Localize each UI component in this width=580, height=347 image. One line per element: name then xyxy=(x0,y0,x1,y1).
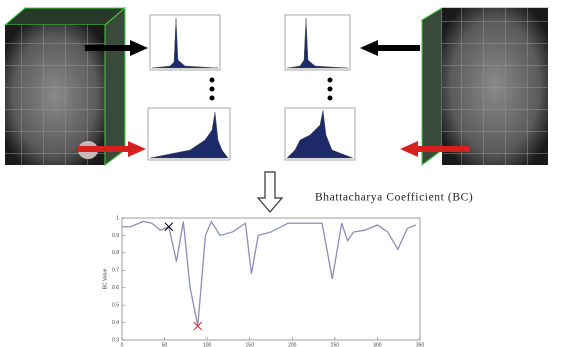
y-tick-label: 0.4 xyxy=(112,320,119,326)
x-tick-label: 300 xyxy=(373,342,382,347)
x-tick-label: 200 xyxy=(288,342,297,347)
y-tick-label: 0.6 xyxy=(112,285,119,291)
caption: Bhattacharya Coefficient (BC) xyxy=(315,192,473,204)
ellipsis xyxy=(210,78,333,101)
y-tick-label: 1 xyxy=(116,215,119,221)
mri-volume-left xyxy=(5,8,125,165)
y-axis-label: BC Value xyxy=(102,268,108,289)
x-tick-label: 150 xyxy=(246,342,255,347)
figure-canvas: Bhattacharya Coefficient (BC) 0.3 0.4 0.5 0… xyxy=(0,0,580,347)
x-tick-label: 50 xyxy=(162,342,168,347)
plot-frame xyxy=(122,218,420,340)
histograms xyxy=(148,15,355,160)
x-tick-label: 250 xyxy=(331,342,340,347)
y-tick-label: 0.3 xyxy=(112,337,119,343)
y-tick-label: 0.5 xyxy=(112,302,119,308)
y-tick-label: 0.9 xyxy=(112,233,119,239)
arrow-down-hollow xyxy=(258,172,282,212)
y-tick-label: 0.7 xyxy=(112,268,119,274)
x-tick-label: 350 xyxy=(416,342,425,347)
mri-volume-right xyxy=(422,8,548,165)
y-tick-label: 0.8 xyxy=(112,250,119,256)
x-tick-label: 0 xyxy=(121,342,124,347)
x-tick-label: 100 xyxy=(203,342,212,347)
figure: Bhattacharya Coefficient (BC) 0.3 0.4 0.5 0… xyxy=(0,0,580,347)
arrow-black-right xyxy=(360,40,420,56)
